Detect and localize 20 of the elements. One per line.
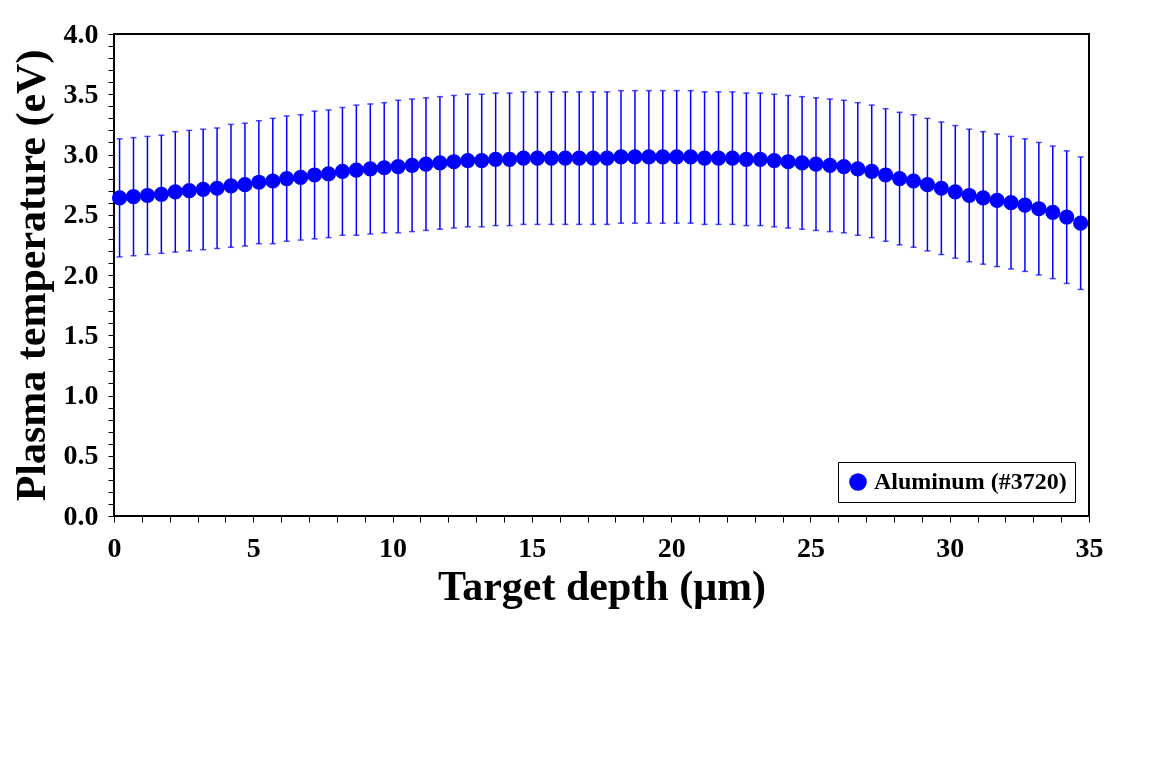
y-tick-label: 2.5	[63, 198, 99, 230]
y-tick-label: 3.0	[63, 138, 99, 169]
y-tick-label: 1.0	[63, 379, 99, 410]
x-tick-label: 15	[518, 531, 547, 563]
y-tick-label: 0.5	[63, 439, 99, 471]
y-tick-label: 1.5	[63, 318, 99, 350]
y-tick-label: 4.0	[63, 17, 99, 49]
y-axis-title: Plasma temperature (eV)	[7, 49, 55, 502]
y-tick-label: 0.0	[63, 499, 99, 531]
y-tick-label: 3.5	[63, 77, 99, 109]
x-tick-label: 5	[246, 531, 261, 563]
x-tick-label: 30	[936, 531, 965, 563]
x-axis-title: Target depth (μm)	[438, 562, 766, 610]
y-tick-label: 2.0	[63, 258, 99, 290]
legend-label: Aluminum (#3720)	[874, 468, 1067, 494]
x-tick-label: 10	[379, 531, 408, 563]
x-tick-label: 25	[796, 531, 825, 563]
x-tick-label: 35	[1075, 531, 1104, 563]
x-tick-label: 20	[657, 531, 686, 563]
x-tick-label: 0	[107, 531, 122, 563]
